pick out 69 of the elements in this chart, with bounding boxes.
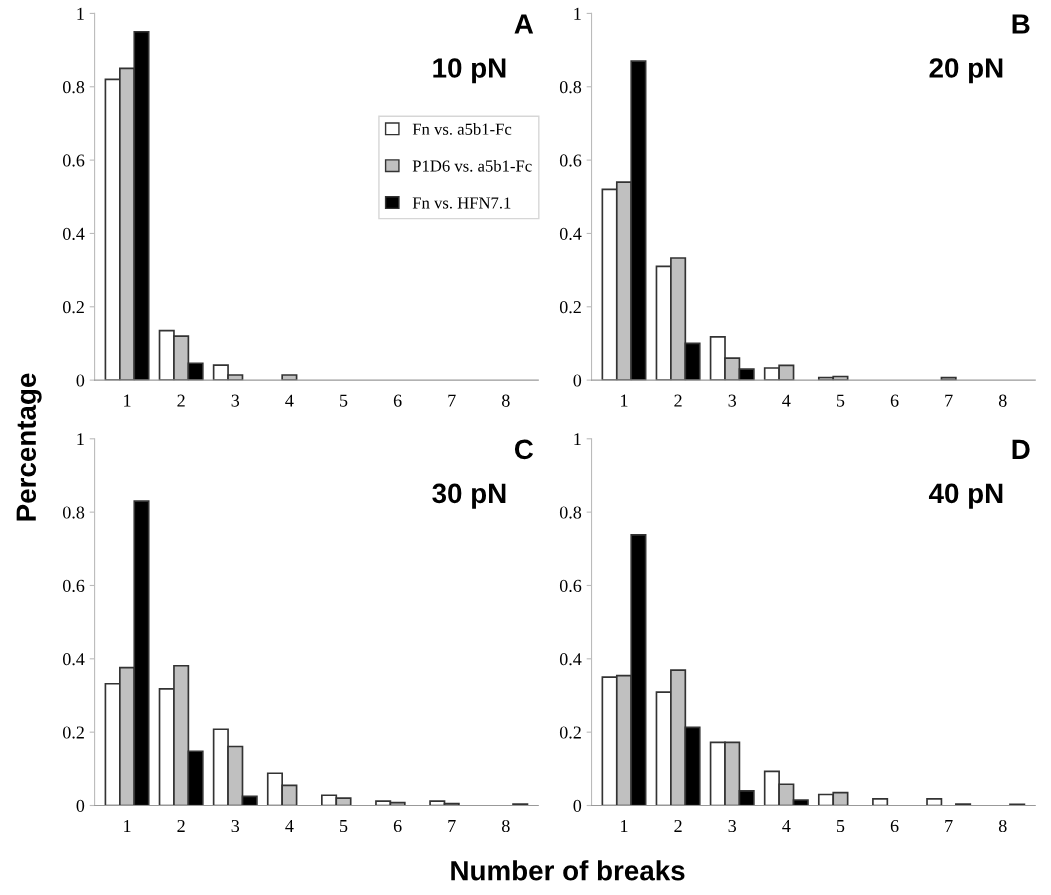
x-tick-label: 5 — [836, 820, 845, 833]
x-tick-label: 6 — [890, 394, 899, 407]
x-tick-label: 6 — [393, 819, 402, 833]
annotation: 20 pN — [929, 58, 1003, 84]
annotation: 30 pN — [432, 483, 506, 509]
x-tick-label: 5 — [836, 394, 845, 407]
x-tick-label: 1 — [124, 820, 131, 832]
x-tick-label: 7 — [448, 394, 456, 407]
x-tick-label: 3 — [728, 819, 737, 833]
y-tick-label: 0 — [573, 374, 582, 387]
chart-title: D — [1012, 439, 1030, 459]
y-tick-label: 0.8 — [559, 81, 582, 94]
x-tick-label: 6 — [393, 394, 402, 407]
y-tick-label: 1 — [77, 433, 84, 446]
y-tick-label: 0.4 — [559, 653, 582, 666]
y-tick-label: 0.6 — [62, 154, 85, 167]
legend-label: Fn vs. HFN7.1 — [412, 197, 511, 209]
x-tick-label: 3 — [728, 394, 737, 407]
x-tick-label: 2 — [674, 394, 682, 407]
y-tick-label: 0.4 — [62, 653, 85, 666]
y-tick-label: 0.4 — [62, 227, 85, 240]
x-tick-label: 4 — [285, 394, 294, 407]
y-tick-label: 1 — [574, 433, 581, 446]
annotation: 10 pN — [433, 58, 506, 84]
y-tick-label: 0.2 — [559, 726, 581, 739]
x-tick-label: 7 — [945, 820, 953, 832]
y-tick-label: 0 — [76, 374, 85, 387]
x-tick-label: 8 — [502, 394, 510, 407]
x-axis-title: Number of breaks — [451, 860, 685, 881]
y-tick-label: 0.6 — [559, 579, 582, 592]
x-tick-label: 4 — [782, 820, 791, 832]
y-tick-label: 0.4 — [559, 227, 582, 240]
x-tick-label: 2 — [674, 819, 682, 832]
x-tick-label: 2 — [177, 819, 185, 832]
y-tick-label: 0.2 — [62, 726, 84, 739]
y-tick-label: 0 — [76, 799, 85, 812]
chart-title: A — [514, 14, 534, 34]
x-tick-label: 5 — [340, 394, 348, 407]
legend-label: Fn vs. a5b1-Fc — [412, 123, 512, 135]
x-tick-label: 1 — [621, 820, 628, 832]
x-tick-label: 6 — [890, 819, 899, 833]
x-tick-label: 1 — [124, 394, 131, 407]
y-tick-label: 0.2 — [62, 301, 84, 314]
x-tick-label: 4 — [285, 820, 294, 832]
x-tick-label: 5 — [340, 820, 348, 833]
x-tick-label: 8 — [998, 819, 1007, 833]
y-tick-label: 0.6 — [559, 154, 582, 167]
x-tick-label: 3 — [231, 819, 240, 833]
chart-title: B — [1012, 14, 1030, 34]
legend-label: P1D6 vs. a5b1-Fc — [412, 159, 532, 172]
chart-title: C — [514, 439, 534, 460]
x-tick-label: 8 — [998, 394, 1007, 407]
x-tick-label: 4 — [782, 394, 791, 407]
y-tick-label: 0 — [573, 799, 582, 812]
x-tick-label: 1 — [621, 394, 628, 407]
x-tick-label: 2 — [177, 394, 185, 407]
y-tick-label: 1 — [574, 7, 581, 20]
annotation: 40 pN — [928, 483, 1003, 509]
y-tick-label: 0.2 — [559, 301, 581, 314]
x-tick-label: 7 — [448, 820, 456, 832]
x-tick-label: 8 — [502, 819, 510, 833]
y-axis-title: Percentage — [16, 373, 42, 521]
y-tick-label: 0.6 — [62, 579, 85, 592]
y-tick-label: 0.8 — [62, 506, 85, 519]
y-tick-label: 0.8 — [62, 81, 85, 94]
y-tick-label: 0.8 — [559, 506, 582, 519]
x-tick-label: 3 — [231, 394, 240, 407]
x-tick-label: 7 — [945, 394, 953, 407]
y-tick-label: 1 — [77, 7, 84, 20]
